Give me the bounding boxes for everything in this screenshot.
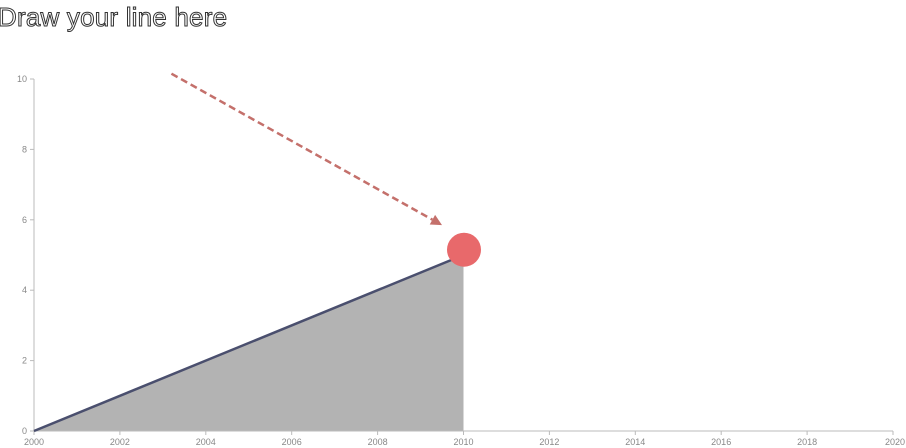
x-tick-label: 2004 xyxy=(196,437,216,447)
data-line xyxy=(33,253,464,433)
x-tick-label: 2006 xyxy=(282,437,302,447)
x-tick-label: 2008 xyxy=(368,437,388,447)
hint-arrow-head xyxy=(429,214,443,226)
y-tick-label: 6 xyxy=(22,215,27,225)
hint-arrow xyxy=(170,72,443,226)
drag-handle[interactable] xyxy=(447,232,481,267)
x-tick-label: 2000 xyxy=(24,437,44,447)
x-tick-label: 2014 xyxy=(625,437,645,447)
y-axis: 0 2 4 6 8 10 xyxy=(17,74,35,436)
y-tick-label: 2 xyxy=(22,356,27,366)
y-tick-label: 4 xyxy=(22,285,27,295)
x-axis: 2000 2002 2004 2006 2008 2010 2012 2014 2016 2018… xyxy=(24,430,905,447)
hint-arrow-shaft xyxy=(170,72,434,221)
x-tick-label: 2016 xyxy=(711,437,731,447)
y-tick-label: 10 xyxy=(17,74,27,84)
x-tick-label: 2010 xyxy=(453,437,473,447)
x-tick-label: 2012 xyxy=(539,437,559,447)
y-tick-label: 0 xyxy=(22,426,27,436)
x-tick-label: 2020 xyxy=(885,437,905,447)
chart-title: Draw your line here xyxy=(0,2,228,33)
x-tick-label: 2002 xyxy=(110,437,130,447)
y-tick-label: 8 xyxy=(22,144,27,154)
x-tick-label: 2018 xyxy=(797,437,817,447)
